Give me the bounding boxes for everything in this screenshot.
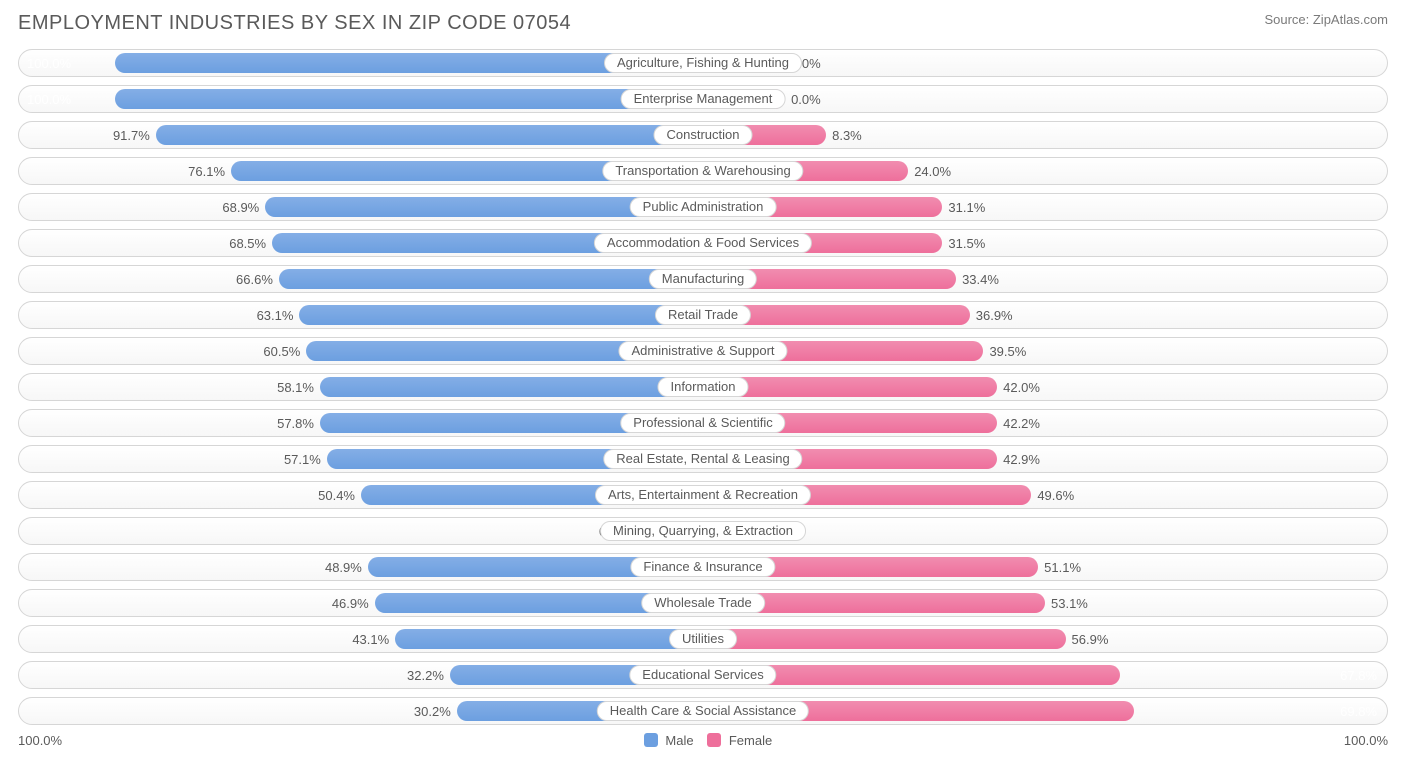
chart-row: 46.9% 53.1% Wholesale Trade (18, 589, 1388, 617)
chart-row: 68.9% 31.1% Public Administration (18, 193, 1388, 221)
male-pct-label: 30.2% (414, 698, 451, 726)
chart-row: 43.1% 56.9% Utilities (18, 625, 1388, 653)
female-pct-label: 31.1% (948, 194, 985, 222)
diverging-bar-chart: 100.0%0.0%Agriculture, Fishing & Hunting… (18, 49, 1388, 725)
male-bar (395, 629, 703, 649)
chart-row: 0.0%0.0%Mining, Quarrying, & Extraction (18, 517, 1388, 545)
male-bar (156, 125, 703, 145)
male-bar (299, 305, 703, 325)
female-pct-label: 42.0% (1003, 374, 1040, 402)
chart-row: 91.7% 8.3% Construction (18, 121, 1388, 149)
chart-row: 68.5% 31.5% Accommodation & Food Services (18, 229, 1388, 257)
female-pct-label: 0.0% (791, 86, 821, 114)
chart-legend: Male Female (62, 733, 1344, 748)
chart-row: 60.5% 39.5% Administrative & Support (18, 337, 1388, 365)
male-pct-label: 43.1% (352, 626, 389, 654)
legend-female-label: Female (729, 733, 772, 748)
category-label: Utilities (669, 629, 737, 649)
axis-left-label: 100.0% (18, 733, 62, 748)
female-bar (703, 629, 1066, 649)
male-bar (320, 377, 703, 397)
category-label: Agriculture, Fishing & Hunting (604, 53, 802, 73)
male-pct-label: 68.9% (222, 194, 259, 222)
category-label: Educational Services (629, 665, 776, 685)
category-label: Retail Trade (655, 305, 751, 325)
female-pct-label: 8.3% (832, 122, 862, 150)
category-label: Enterprise Management (621, 89, 786, 109)
category-label: Finance & Insurance (630, 557, 775, 577)
category-label: Information (657, 377, 748, 397)
chart-header: EMPLOYMENT INDUSTRIES BY SEX IN ZIP CODE… (18, 12, 1388, 35)
category-label: Health Care & Social Assistance (597, 701, 809, 721)
chart-row: 66.6% 33.4% Manufacturing (18, 265, 1388, 293)
category-label: Accommodation & Food Services (594, 233, 812, 253)
chart-source: Source: ZipAtlas.com (1264, 12, 1388, 27)
category-label: Wholesale Trade (641, 593, 765, 613)
female-pct-label: 56.9% (1072, 626, 1109, 654)
female-pct-label: 53.1% (1051, 590, 1088, 618)
female-pct-label: 24.0% (914, 158, 951, 186)
female-pct-label: 69.8% (1340, 698, 1377, 726)
male-bar (279, 269, 703, 289)
male-swatch (644, 733, 658, 747)
male-pct-label: 57.1% (284, 446, 321, 474)
female-pct-label: 42.9% (1003, 446, 1040, 474)
category-label: Real Estate, Rental & Leasing (603, 449, 802, 469)
male-pct-label: 50.4% (318, 482, 355, 510)
female-pct-label: 36.9% (976, 302, 1013, 330)
category-label: Construction (654, 125, 753, 145)
male-pct-label: 63.1% (257, 302, 294, 330)
legend-male-label: Male (665, 733, 693, 748)
female-pct-label: 42.2% (1003, 410, 1040, 438)
male-pct-label: 68.5% (229, 230, 266, 258)
chart-row: 50.4% 49.6% Arts, Entertainment & Recreati… (18, 481, 1388, 509)
chart-row: 76.1% 24.0% Transportation & Warehousing (18, 157, 1388, 185)
chart-footer: 100.0% Male Female 100.0% (18, 733, 1388, 748)
category-label: Professional & Scientific (620, 413, 785, 433)
axis-right-label: 100.0% (1344, 733, 1388, 748)
category-label: Public Administration (630, 197, 777, 217)
chart-row: 57.1% 42.9% Real Estate, Rental & Leasing (18, 445, 1388, 473)
male-pct-label: 48.9% (325, 554, 362, 582)
male-pct-label: 58.1% (277, 374, 314, 402)
male-pct-label: 100.0% (27, 50, 71, 78)
category-label: Manufacturing (649, 269, 757, 289)
category-label: Transportation & Warehousing (602, 161, 803, 181)
female-pct-label: 51.1% (1044, 554, 1081, 582)
male-pct-label: 66.6% (236, 266, 273, 294)
chart-title: EMPLOYMENT INDUSTRIES BY SEX IN ZIP CODE… (18, 12, 571, 35)
female-pct-label: 39.5% (989, 338, 1026, 366)
category-label: Mining, Quarrying, & Extraction (600, 521, 806, 541)
male-pct-label: 46.9% (332, 590, 369, 618)
female-swatch (707, 733, 721, 747)
chart-row: 100.0%0.0%Agriculture, Fishing & Hunting (18, 49, 1388, 77)
chart-row: 32.2% 67.8% Educational Services (18, 661, 1388, 689)
chart-row: 100.0% 0.0%Enterprise Management (18, 85, 1388, 113)
chart-row: 63.1% 36.9% Retail Trade (18, 301, 1388, 329)
female-pct-label: 67.8% (1340, 662, 1377, 690)
chart-row: 48.9% 51.1% Finance & Insurance (18, 553, 1388, 581)
chart-row: 57.8% 42.2% Professional & Scientific (18, 409, 1388, 437)
female-pct-label: 31.5% (948, 230, 985, 258)
male-pct-label: 60.5% (263, 338, 300, 366)
male-bar (115, 89, 703, 109)
male-pct-label: 32.2% (407, 662, 444, 690)
chart-row: 30.2% 69.8% Health Care & Social Assistanc… (18, 697, 1388, 725)
category-label: Arts, Entertainment & Recreation (595, 485, 811, 505)
male-pct-label: 76.1% (188, 158, 225, 186)
female-pct-label: 33.4% (962, 266, 999, 294)
female-pct-label: 49.6% (1037, 482, 1074, 510)
chart-row: 58.1% 42.0% Information (18, 373, 1388, 401)
category-label: Administrative & Support (618, 341, 787, 361)
male-pct-label: 57.8% (277, 410, 314, 438)
male-pct-label: 100.0% (27, 86, 71, 114)
male-pct-label: 91.7% (113, 122, 150, 150)
